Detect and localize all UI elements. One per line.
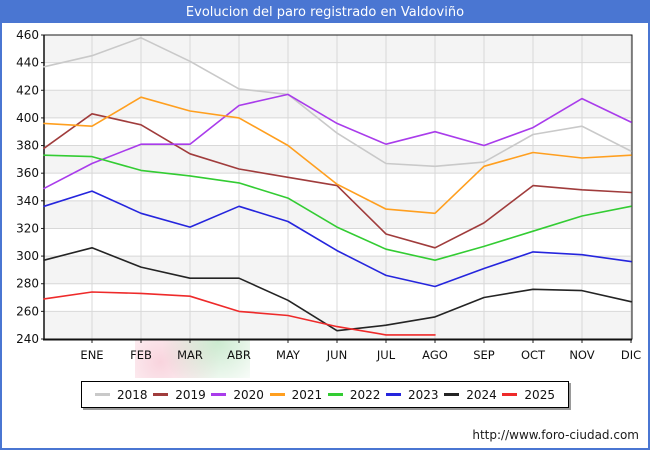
- y-axis-label: 320: [16, 221, 39, 235]
- y-axis-label: 360: [16, 166, 39, 180]
- legend-swatch-2025: [502, 393, 518, 396]
- plot-band: [44, 62, 632, 91]
- y-axis-label: 460: [16, 28, 39, 42]
- plot-band: [44, 200, 632, 229]
- x-axis-label: SEP: [473, 348, 495, 362]
- legend-item-2025: 2025: [502, 388, 555, 402]
- series-2020-line: [43, 93, 632, 190]
- legend-item-2022: 2022: [327, 387, 381, 402]
- legend-swatch-2024: [444, 393, 460, 396]
- plot-band: [44, 35, 632, 63]
- y-axis-label: 420: [16, 83, 39, 97]
- x-axis-label: ENE: [80, 348, 103, 362]
- series-2021-line: [43, 96, 632, 215]
- legend-label: 2019: [175, 387, 206, 402]
- legend-swatch-2021: [269, 393, 285, 396]
- legend-item-2024: 2024: [444, 388, 497, 402]
- chart-legend: 2018 2019 2020 2021 2022 2023 2024 2025: [81, 381, 569, 408]
- legend-swatch-2020: [211, 393, 227, 396]
- legend-item-2021: 2021: [269, 387, 323, 402]
- plot-band: [44, 283, 632, 312]
- y-axis-label: 340: [16, 194, 39, 208]
- legend-swatch-2022: [327, 393, 343, 396]
- x-axis-label: OCT: [521, 348, 546, 362]
- plot-band: [44, 145, 632, 174]
- legend-label: 2024: [466, 387, 497, 402]
- x-axis-label: MAY: [276, 348, 301, 362]
- page-title: Evolucion del paro registrado en Valdovi…: [2, 2, 648, 23]
- y-axis-label: 240: [16, 332, 39, 346]
- legend-label: 2020: [233, 387, 264, 402]
- y-axis-label: 300: [16, 249, 39, 263]
- legend-item-2020: 2020: [211, 388, 264, 402]
- legend-swatch-2023: [386, 393, 402, 396]
- legend-swatch-2018: [95, 393, 110, 396]
- y-axis-label: 260: [16, 304, 39, 318]
- series-2018-line: [43, 36, 632, 168]
- x-axis-label: JUL: [376, 348, 396, 362]
- series-2019-line: [43, 113, 632, 249]
- legend-label: 2018: [117, 387, 148, 402]
- x-axis-label: AGO: [422, 348, 448, 362]
- y-axis-label: 400: [16, 111, 39, 125]
- x-axis-label: JUN: [326, 348, 347, 362]
- legend-item-2018: 2018: [95, 388, 148, 402]
- series-2022-line: [43, 154, 632, 262]
- x-axis-label: FEB: [130, 348, 152, 362]
- series-2023-line: [43, 190, 632, 288]
- y-axis-label: 380: [16, 139, 39, 153]
- legend-item-2019: 2019: [153, 388, 206, 402]
- x-axis-label: DIC: [621, 348, 641, 362]
- y-axis-label: 280: [16, 277, 39, 291]
- legend-label: 2025: [524, 387, 555, 402]
- series-2024-line: [43, 247, 632, 332]
- legend-label: 2021: [291, 387, 323, 402]
- x-axis-label: ABR: [227, 348, 251, 362]
- legend-swatch-2019: [153, 393, 169, 396]
- x-axis-label: MAR: [177, 348, 203, 362]
- y-axis-label: 440: [16, 56, 39, 70]
- foro-ciudad-url[interactable]: http://www.foro-ciudad.com: [472, 428, 639, 442]
- x-axis-label: NOV: [569, 348, 594, 362]
- plot-band: [44, 311, 632, 339]
- legend-label: 2022: [349, 387, 381, 402]
- legend-label: 2023: [408, 387, 439, 402]
- plot-band: [44, 90, 632, 118]
- series-2025-line: [43, 291, 436, 336]
- plot-band: [44, 256, 632, 284]
- plot-band: [44, 117, 632, 146]
- legend-item-2023: 2023: [386, 388, 439, 402]
